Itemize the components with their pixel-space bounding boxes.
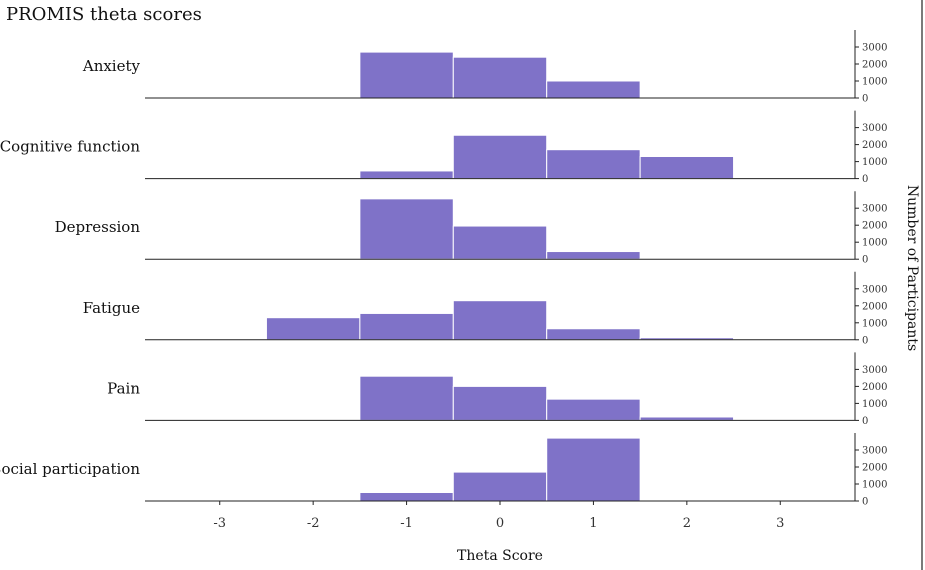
bar: [546, 80, 641, 99]
y-tick-label: 0: [862, 255, 868, 266]
y-tick-label: 2000: [862, 382, 887, 393]
panel: Anxiety 0 1000 2000 3000: [82, 30, 887, 105]
bar: [359, 170, 454, 180]
x-tick-label: -3: [213, 516, 226, 531]
panel: Social participation 0 1000 2000 3000: [0, 433, 887, 508]
x-tick-label: 3: [776, 516, 784, 531]
bar: [452, 300, 548, 341]
x-tick-label: 0: [496, 516, 504, 531]
bar: [639, 416, 735, 421]
y-tick-label: 3000: [862, 123, 887, 134]
y-tick-label: 3000: [862, 284, 887, 295]
bar: [359, 375, 454, 421]
y-tick-label: 0: [862, 416, 868, 427]
y-tick-label: 2000: [862, 60, 887, 71]
y-tick-label: 0: [862, 174, 868, 185]
panel-label: Cognitive function: [0, 138, 140, 156]
bar: [452, 56, 548, 99]
bar: [359, 51, 454, 99]
bar: [359, 198, 454, 260]
panels: Anxiety 0 1000 2000 3000 Cognitive function 0 1…: [0, 30, 887, 508]
y-tick-label: 1000: [862, 238, 887, 249]
y-tick-label: 2000: [862, 140, 887, 151]
bar: [359, 492, 454, 502]
bar: [639, 156, 735, 180]
y-tick-label: 3000: [862, 365, 887, 376]
bar: [546, 149, 641, 180]
y-tick-label: 1000: [862, 157, 887, 168]
y-tick-label: 3000: [862, 204, 887, 215]
x-axis: -3 -2 -1 0 1 2 3: [213, 501, 784, 531]
panel: Pain 0 1000 2000 3000: [107, 352, 887, 427]
bar: [452, 471, 548, 502]
bar: [546, 437, 641, 502]
panel-label: Pain: [107, 379, 140, 397]
y-tick-label: 0: [862, 94, 868, 105]
bar: [452, 225, 548, 260]
bar: [265, 317, 361, 341]
panel: Fatigue 0 1000 2000 3000: [83, 271, 887, 346]
panel-label: Fatigue: [83, 299, 140, 317]
y-tick-label: 2000: [862, 463, 887, 474]
x-tick-label: -1: [400, 516, 413, 531]
x-tick-label: 1: [589, 516, 597, 531]
bar: [452, 134, 548, 180]
y-tick-label: 1000: [862, 399, 887, 410]
panel: Depression 0 1000 2000 3000: [55, 191, 887, 266]
bar: [546, 398, 641, 421]
y-axis-title: Number of Participants: [904, 185, 920, 351]
bar: [546, 328, 641, 341]
y-tick-label: 1000: [862, 480, 887, 491]
bar: [359, 312, 454, 341]
chart-title: PROMIS theta scores: [6, 4, 202, 25]
panel: Cognitive function 0 1000 2000 3000: [0, 110, 887, 185]
y-tick-label: 0: [862, 335, 868, 346]
panel-label: Anxiety: [82, 57, 141, 75]
y-tick-label: 1000: [862, 318, 887, 329]
x-axis-title: Theta Score: [457, 548, 543, 564]
panel-label: Depression: [55, 218, 141, 236]
x-tick-label: 2: [683, 516, 691, 531]
panel-label: Social participation: [0, 460, 140, 478]
y-tick-label: 1000: [862, 77, 887, 88]
y-tick-label: 2000: [862, 301, 887, 312]
x-tick-label: -2: [307, 516, 320, 531]
y-tick-label: 2000: [862, 221, 887, 232]
y-tick-label: 3000: [862, 446, 887, 457]
bar: [452, 385, 548, 421]
bar: [546, 251, 641, 260]
y-tick-label: 3000: [862, 43, 887, 54]
y-tick-label: 0: [862, 497, 868, 508]
